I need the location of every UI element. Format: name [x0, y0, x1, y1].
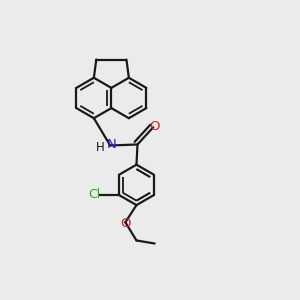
Text: Cl: Cl	[88, 188, 100, 202]
Text: O: O	[149, 120, 160, 133]
Text: O: O	[120, 217, 130, 230]
Text: H: H	[96, 141, 105, 154]
Text: N: N	[106, 138, 116, 152]
